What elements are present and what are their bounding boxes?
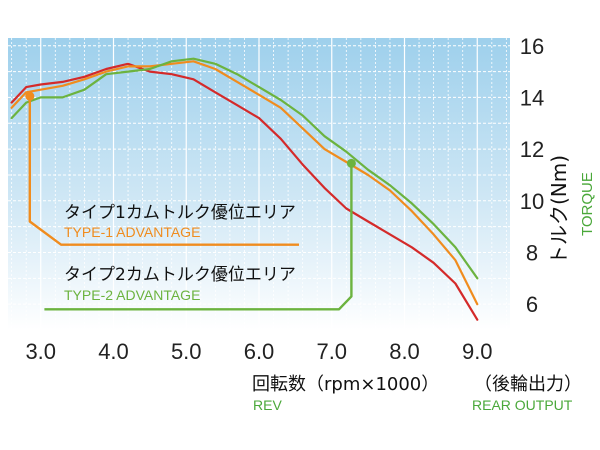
annotation-connectors: [25, 91, 356, 311]
x-tick-label: 4.0: [98, 339, 129, 364]
y-tick-label: 12: [520, 137, 544, 162]
x-tick-label: 5.0: [171, 339, 202, 364]
x-tick-labels: 3.0 4.0 5.0 6.0 7.0 8.0 9.0: [25, 339, 492, 364]
type1-label-en: TYPE-1 ADVANTAGE: [64, 224, 200, 240]
y-tick-label: 14: [520, 85, 544, 110]
annotation-marker-1: [25, 91, 35, 101]
x-tick-label: 3.0: [25, 339, 56, 364]
y-axis-label-en: TORQUE: [579, 172, 596, 236]
annotation-marker-2: [346, 158, 356, 168]
torque-series: [10, 57, 479, 321]
series-line-1: [10, 62, 479, 321]
type1-label: タイプ1カムトルク優位エリア: [64, 203, 296, 223]
output-label: （後輪出力）: [474, 374, 582, 395]
series-line-3: [10, 57, 479, 280]
x-tick-label: 6.0: [244, 339, 275, 364]
y-tick-label: 6: [526, 292, 538, 317]
type2-label-en: TYPE-2 ADVANTAGE: [64, 287, 200, 303]
y-axis-label: トルク(Nm): [547, 155, 571, 265]
output-label-en: REAR OUTPUT: [472, 397, 573, 413]
y-tick-label: 8: [526, 240, 538, 265]
x-tick-label: 8.0: [389, 339, 420, 364]
y-tick-label: 16: [520, 34, 544, 59]
x-axis-label-en: REV: [253, 397, 282, 413]
x-tick-label: 7.0: [316, 339, 347, 364]
y-tick-labels: 6 8 10 12 14 16: [520, 34, 544, 317]
grid-lines: [8, 38, 510, 331]
x-tick-label: 9.0: [462, 339, 493, 364]
y-tick-label: 10: [520, 189, 544, 214]
series-line-2: [10, 60, 479, 306]
type2-label: タイプ2カムトルク優位エリア: [64, 265, 296, 285]
annotation-connector-1: [28, 96, 299, 246]
annotation-connector-2: [44, 163, 353, 311]
x-axis-label: 回転数（rpm×1000）: [252, 374, 439, 395]
